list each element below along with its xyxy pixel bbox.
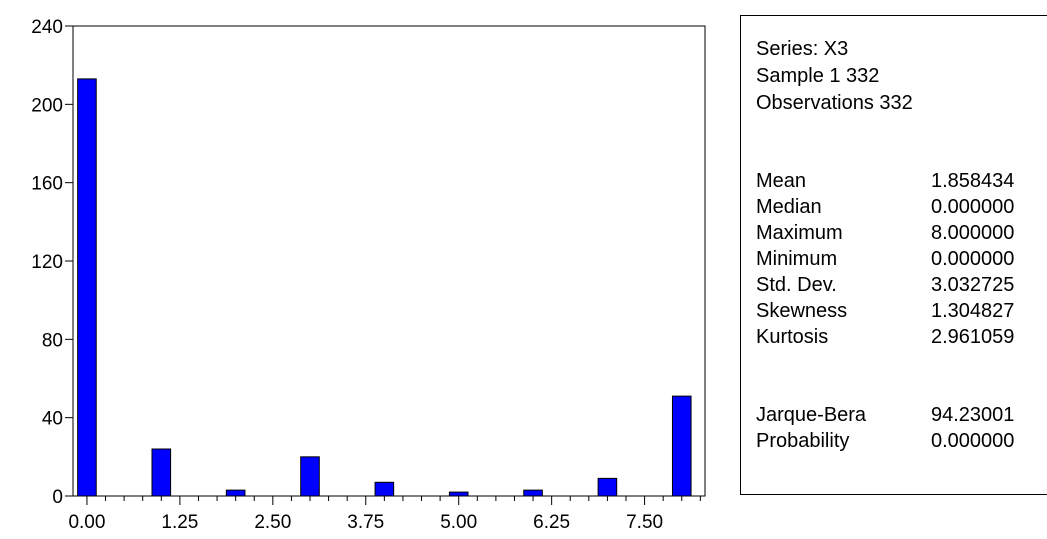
y-tick-label: 0: [52, 487, 63, 508]
y-axis: 0 40 80 120 160 200 240: [31, 17, 73, 508]
plot-frame: [72, 25, 706, 497]
sample-range: Sample 1 332: [756, 65, 880, 87]
histogram-bar-7.00: [597, 477, 618, 497]
stat-value-mean: 1.858434: [931, 170, 1015, 192]
stat-value-skewness: 1.304827: [931, 300, 1015, 322]
stat-label-std-dev: Std. Dev.: [756, 274, 837, 296]
descriptive-statistics-panel: Series: X3 Sample 1 332 Observations 332…: [740, 15, 1047, 495]
bar-group: [77, 78, 692, 497]
stat-value-maximum: 8.000000: [931, 222, 1015, 244]
histogram-bar-0.00: [77, 78, 97, 497]
x-tick-label: 2.50: [254, 512, 291, 533]
histogram-bar-1.00: [151, 448, 172, 497]
stat-label-minimum: Minimum: [756, 248, 838, 270]
stat-label-skewness: Skewness: [756, 300, 848, 322]
stat-value-probability: 0.000000: [931, 430, 1015, 452]
histogram-bar-3.00: [300, 456, 320, 497]
histogram-bar-6.00: [523, 489, 543, 497]
stat-label-median: Median: [756, 196, 822, 218]
y-tick-label: 40: [42, 409, 63, 430]
stat-value-jarque-bera: 94.23001: [931, 404, 1015, 426]
histogram-bar-5.00: [448, 491, 469, 497]
stat-value-median: 0.000000: [931, 196, 1015, 218]
y-tick-label: 200: [31, 95, 63, 116]
histogram-chart: 0 40 80 120 160 200 240 0.00 1.25 2.50 3.75 5.00 6.…: [31, 17, 706, 533]
x-tick-label: 5.00: [440, 512, 477, 533]
histogram-bar-8.00: [671, 395, 692, 497]
x-tick-label: 0.00: [68, 512, 105, 533]
y-tick-label: 120: [31, 252, 63, 273]
x-tick-label: 7.50: [626, 512, 663, 533]
stat-label-maximum: Maximum: [756, 222, 843, 244]
stat-value-kurtosis: 2.961059: [931, 326, 1015, 348]
observation-count: Observations 332: [756, 92, 913, 114]
x-tick-label: 3.75: [347, 512, 384, 533]
y-tick-label: 160: [31, 174, 63, 195]
histogram-bar-4.00: [374, 481, 395, 497]
stat-label-mean: Mean: [756, 170, 807, 192]
x-axis: 0.00 1.25 2.50 3.75 5.00 6.25 7.50: [68, 496, 701, 533]
stat-label-probability: Probability: [756, 430, 850, 452]
y-tick-label: 240: [31, 17, 63, 38]
stat-label-kurtosis: Kurtosis: [756, 326, 829, 348]
stat-value-std-dev: 3.032725: [931, 274, 1015, 296]
series-name: Series: X3: [756, 38, 849, 60]
stat-label-jarque-bera: Jarque-Bera: [756, 404, 867, 426]
y-tick-label: 80: [42, 330, 63, 351]
stat-value-minimum: 0.000000: [931, 248, 1015, 270]
histogram-bar-2.00: [225, 489, 246, 497]
x-tick-label: 6.25: [533, 512, 570, 533]
x-tick-label: 1.25: [161, 512, 198, 533]
